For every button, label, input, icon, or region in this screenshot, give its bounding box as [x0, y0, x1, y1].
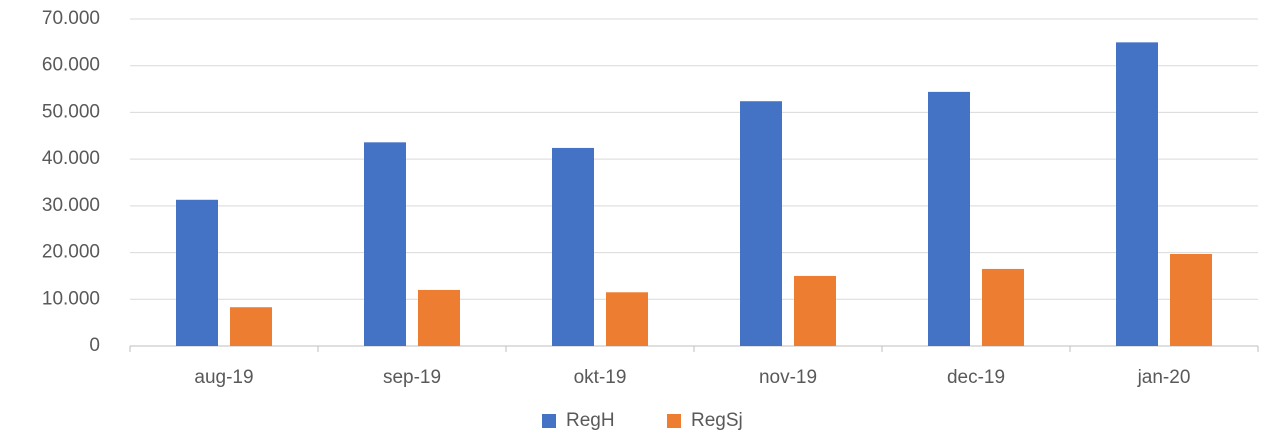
- bar: [364, 142, 406, 346]
- bar: [982, 268, 1024, 346]
- bar: [552, 147, 594, 346]
- bar: [418, 289, 460, 346]
- bar: [606, 292, 648, 346]
- x-tick-label: nov-19: [759, 367, 817, 388]
- legend-label: RegSj: [691, 410, 743, 431]
- bar: [740, 101, 782, 347]
- x-tick-label: sep-19: [383, 367, 441, 388]
- legend-label: RegH: [566, 410, 615, 431]
- y-tick-label: 20.000: [42, 242, 100, 263]
- legend-swatch: [667, 414, 681, 428]
- y-tick-label: 60.000: [42, 55, 100, 76]
- y-tick-label: 30.000: [42, 195, 100, 216]
- bar: [928, 91, 970, 346]
- x-tick-label: aug-19: [194, 367, 253, 388]
- y-tick-label: 50.000: [42, 101, 100, 122]
- y-tick-label: 0: [89, 335, 100, 356]
- y-tick-label: 10.000: [42, 288, 100, 309]
- bar: [176, 199, 218, 346]
- bar: [794, 275, 836, 346]
- y-tick-label: 70.000: [42, 8, 100, 29]
- legend-swatch: [542, 414, 556, 428]
- x-tick-label: jan-20: [1137, 367, 1191, 388]
- bar: [1170, 253, 1212, 346]
- x-tick-label: dec-19: [947, 367, 1005, 388]
- bar: [230, 307, 272, 346]
- y-tick-label: 40.000: [42, 148, 100, 169]
- x-tick-label: okt-19: [574, 367, 627, 388]
- bar: [1116, 42, 1158, 346]
